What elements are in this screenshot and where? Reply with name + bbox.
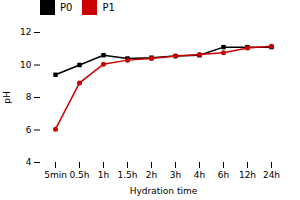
svg-text:5min: 5min <box>44 170 67 180</box>
svg-text:24h: 24h <box>263 170 280 180</box>
svg-text:6h: 6h <box>218 170 229 180</box>
svg-text:0.5h: 0.5h <box>69 170 89 180</box>
svg-text:2h: 2h <box>146 170 157 180</box>
html-text:P0: P0 <box>60 2 73 13</box>
svg-text:3h: 3h <box>170 170 181 180</box>
svg-text:8: 8 <box>26 92 32 102</box>
svg-text:1h: 1h <box>98 170 109 180</box>
svg-text:1.5h: 1.5h <box>117 170 137 180</box>
svg-text:6: 6 <box>26 125 32 135</box>
svg-text:pH: pH <box>2 91 12 103</box>
svg-text:10: 10 <box>20 60 32 70</box>
svg-text:Hydration time: Hydration time <box>130 186 198 196</box>
svg-text:12: 12 <box>20 27 31 37</box>
html-text:P1: P1 <box>102 2 115 13</box>
svg-text:4h: 4h <box>194 170 205 180</box>
svg-text:12h: 12h <box>239 170 256 180</box>
svg-text:4: 4 <box>26 157 32 167</box>
